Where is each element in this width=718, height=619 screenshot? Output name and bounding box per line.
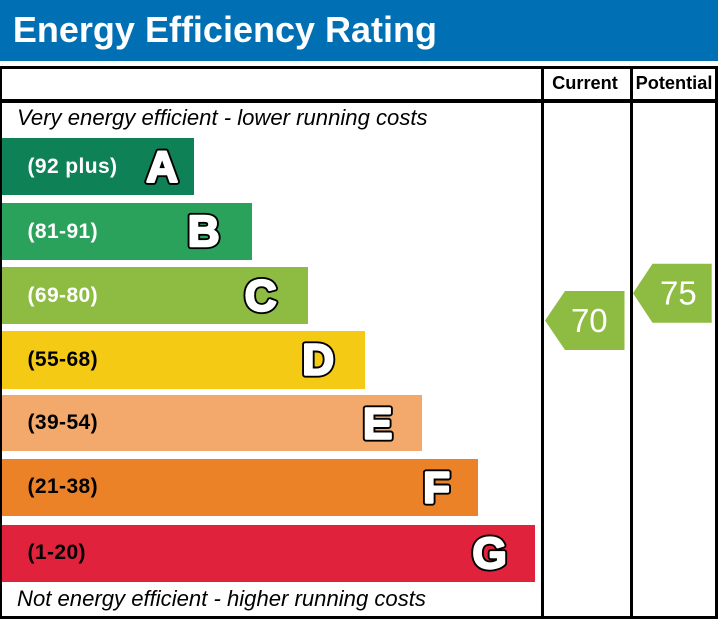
svg-text:70: 70 — [571, 302, 608, 339]
svg-text:F: F — [423, 464, 450, 513]
svg-text:A: A — [146, 143, 178, 192]
svg-text:E: E — [363, 399, 392, 448]
svg-text:G: G — [472, 529, 506, 578]
svg-text:75: 75 — [660, 274, 697, 311]
svg-text:B: B — [188, 207, 220, 256]
svg-text:D: D — [302, 336, 334, 385]
svg-text:G: G — [472, 529, 506, 578]
svg-text:C: C — [245, 271, 277, 320]
svg-text:F: F — [423, 464, 450, 513]
svg-text:C: C — [245, 271, 277, 320]
svg-text:B: B — [188, 207, 220, 256]
svg-text:A: A — [146, 143, 178, 192]
svg-text:D: D — [302, 336, 334, 385]
svg-text:E: E — [363, 399, 392, 448]
